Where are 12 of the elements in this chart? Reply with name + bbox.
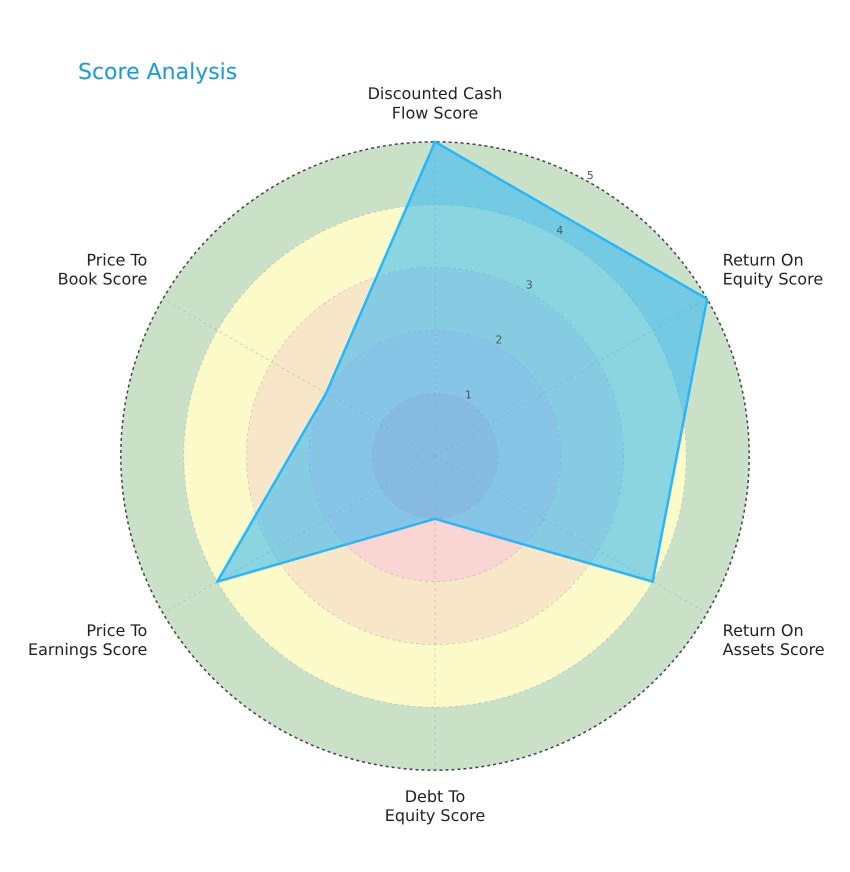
spoke-label: Price To Earnings Score [28,620,148,660]
spoke-label: Return On Assets Score [722,620,825,660]
y-tick-label: 2 [495,334,502,347]
y-tick-label: 5 [586,168,594,182]
y-tick-label: 3 [526,278,533,292]
y-tick-label: 1 [464,388,472,402]
spoke-label: Debt To Equity Score [384,786,486,826]
spoke-label: Discounted Cash Flow Score [368,84,502,122]
chart-title: Score Analysis [78,60,238,85]
spoke-label: Price To Book Score [58,250,148,288]
spoke-label: Return On Equity Score [722,250,824,288]
y-tick-label: 4 [556,224,564,237]
